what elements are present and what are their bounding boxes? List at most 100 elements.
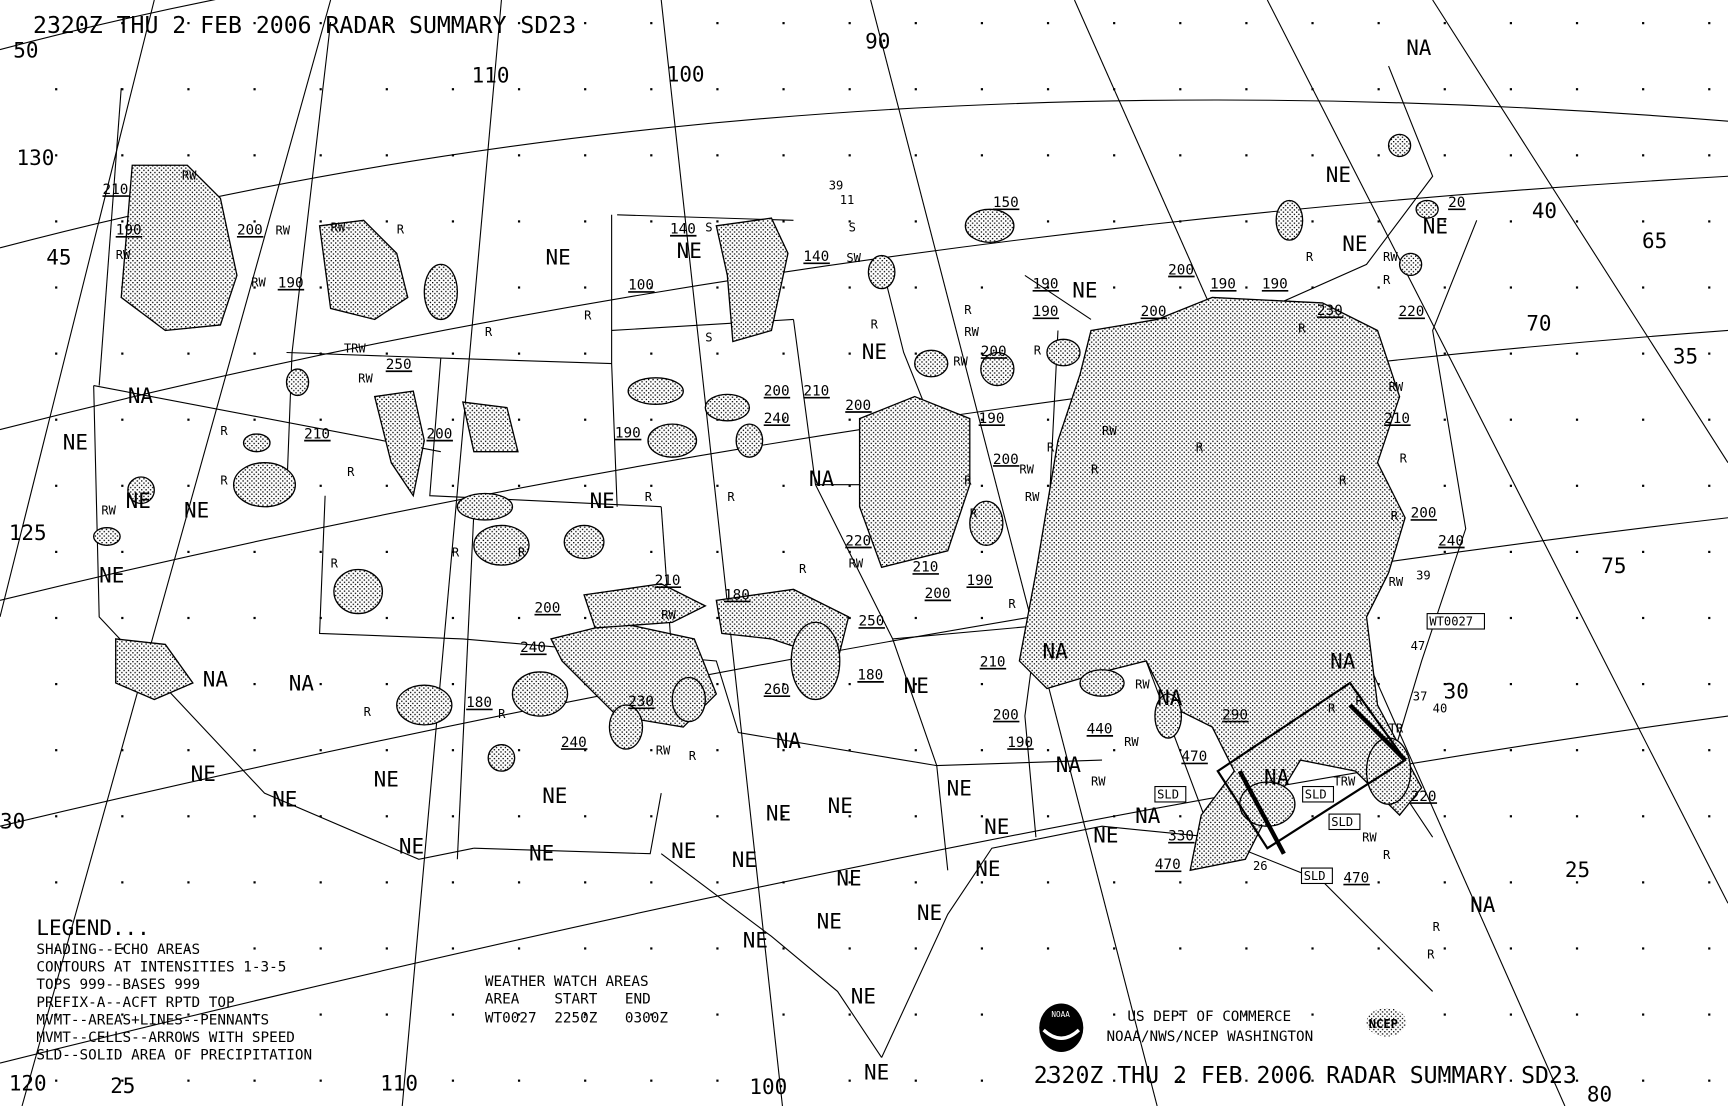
echo-area bbox=[1046, 338, 1081, 367]
echo-area bbox=[1154, 693, 1183, 739]
state-border bbox=[892, 638, 949, 871]
status-label: NE bbox=[1423, 215, 1448, 239]
echo-top-label: 220 bbox=[1398, 304, 1424, 320]
precip-type-label: RW bbox=[251, 275, 266, 289]
precip-type-label: R bbox=[964, 303, 972, 317]
precip-type-label: RW bbox=[116, 248, 131, 262]
echo-top-label: 240 bbox=[764, 411, 790, 427]
longitude-line bbox=[1266, 0, 1728, 904]
echo-area bbox=[462, 401, 519, 453]
cell-speed-label: 39 bbox=[829, 178, 844, 192]
grid-label: 100 bbox=[749, 1075, 787, 1099]
echo-area bbox=[867, 254, 896, 290]
echo-top-label: 220 bbox=[1411, 789, 1437, 805]
echo-top-label: 200 bbox=[1411, 506, 1437, 522]
state-border bbox=[429, 357, 662, 508]
watch-area: WT0027 bbox=[485, 1010, 537, 1026]
echo-area bbox=[735, 423, 764, 458]
status-label: NE bbox=[984, 815, 1009, 839]
precip-type-label: R bbox=[220, 424, 228, 438]
precip-type-label: R bbox=[1339, 474, 1347, 488]
echo-area bbox=[608, 704, 644, 750]
precip-type-label: R bbox=[1034, 344, 1042, 358]
precip-type-label: RW bbox=[276, 224, 291, 238]
boxed-label-frame bbox=[1300, 867, 1333, 885]
echo-top-label: 200 bbox=[993, 707, 1019, 723]
watch-start: 2250Z bbox=[554, 1010, 597, 1026]
grid-label: 110 bbox=[380, 1072, 418, 1096]
echo-top-label: 180 bbox=[857, 668, 883, 684]
watch-end: 0300Z bbox=[625, 1010, 668, 1026]
echo-top-label: 190 bbox=[116, 223, 142, 239]
grid-label: 75 bbox=[1601, 554, 1626, 578]
echo-area bbox=[563, 524, 605, 560]
echo-area bbox=[914, 349, 949, 378]
status-label: NE bbox=[766, 802, 791, 826]
legend-line: SLD--SOLID AREA OF PRECIPITATION bbox=[36, 1048, 312, 1064]
echo-area bbox=[980, 351, 1015, 387]
echo-top-label: 260 bbox=[764, 682, 790, 698]
grid-label: 40 bbox=[1532, 199, 1557, 223]
echo-top-label: 150 bbox=[993, 195, 1019, 211]
watch-col-start: START bbox=[554, 992, 597, 1008]
echo-area bbox=[232, 462, 297, 508]
status-label: NE bbox=[590, 489, 615, 513]
grid-label: 50 bbox=[13, 38, 38, 62]
echo-areas bbox=[93, 133, 1439, 872]
echo-top-label: 190 bbox=[278, 276, 304, 292]
precip-type-label: R bbox=[645, 490, 653, 504]
precip-type-label: R bbox=[1383, 273, 1391, 287]
echo-top-label: 210 bbox=[304, 426, 330, 442]
squall-line bbox=[1348, 703, 1407, 762]
echo-top-label: 250 bbox=[386, 357, 412, 373]
echo-top-label: 440 bbox=[1087, 722, 1113, 738]
echo-top-label: 470 bbox=[1181, 749, 1207, 765]
legend: LEGEND... SHADING--ECHO AREAS CONTOURS A… bbox=[36, 916, 312, 1063]
state-border bbox=[1267, 65, 1434, 309]
grid-label: 90 bbox=[865, 29, 890, 53]
echo-top-label: 190 bbox=[1007, 735, 1033, 751]
status-label: NE bbox=[817, 910, 842, 934]
state-border bbox=[98, 88, 122, 386]
cell-speed-label: 40 bbox=[1433, 702, 1448, 716]
longitude-line bbox=[0, 0, 155, 618]
precip-type-label: R bbox=[970, 507, 978, 521]
echo-top-label: 200 bbox=[981, 344, 1007, 360]
echo-top-label: 470 bbox=[1155, 857, 1181, 873]
status-label: NE bbox=[126, 489, 151, 513]
state-border bbox=[660, 853, 883, 1058]
status-label: NE bbox=[677, 239, 702, 263]
echo-area bbox=[456, 492, 514, 521]
echo-top-label: 330 bbox=[1168, 829, 1194, 845]
legend-line: CONTOURS AT INTENSITIES 1-3-5 bbox=[36, 960, 286, 976]
echo-top-label: 210 bbox=[912, 560, 938, 576]
precip-type-label: RW bbox=[358, 371, 373, 385]
precip-type-label: R bbox=[1383, 848, 1391, 862]
boxed-label: SLD bbox=[1305, 788, 1327, 802]
status-label: NE bbox=[975, 857, 1000, 881]
status-label: NE bbox=[851, 985, 876, 1009]
ncep-logo-text: NCEP bbox=[1369, 1017, 1398, 1031]
precip-type-label: R bbox=[452, 545, 460, 559]
status-label: NE bbox=[862, 340, 887, 364]
echo-top-label: 180 bbox=[466, 695, 492, 711]
grid-label: 110 bbox=[472, 64, 510, 88]
precip-type-label: RW- bbox=[331, 220, 353, 234]
grid-label: 125 bbox=[9, 521, 47, 545]
noaa-logo: NOAA bbox=[1039, 1003, 1084, 1053]
echo-top-label: 210 bbox=[102, 182, 128, 198]
legend-heading: LEGEND... bbox=[36, 916, 149, 940]
precip-type-label: R bbox=[584, 308, 592, 322]
status-label: NA bbox=[776, 729, 802, 753]
echo-area bbox=[1398, 252, 1423, 277]
grid-label: 30 bbox=[0, 809, 25, 833]
precip-type-label: R bbox=[1047, 441, 1055, 455]
precip-type-label: R bbox=[485, 325, 493, 339]
precip-type-label: RW bbox=[1389, 380, 1404, 394]
echo-area bbox=[120, 164, 238, 332]
status-label: NE bbox=[1326, 163, 1351, 187]
echo-top-label: 100 bbox=[628, 278, 654, 294]
cell-speed-label: 11 bbox=[840, 193, 855, 207]
noaa-logo-text: NOAA bbox=[1051, 1010, 1070, 1019]
